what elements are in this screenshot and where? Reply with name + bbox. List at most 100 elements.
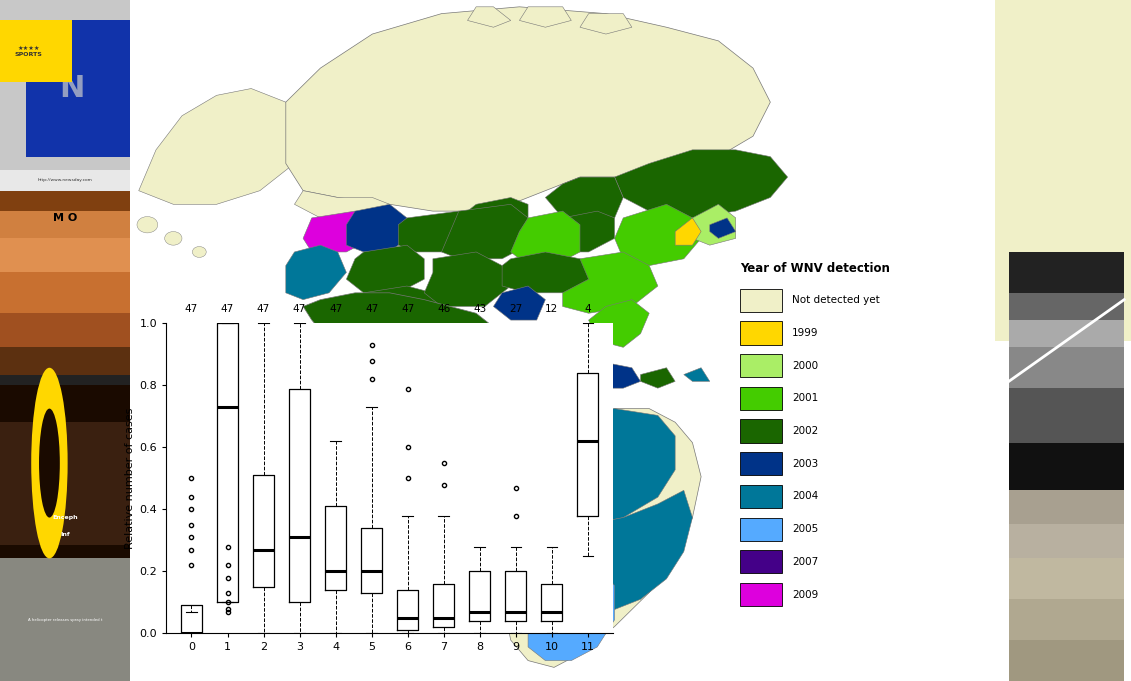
FancyBboxPatch shape (0, 20, 71, 82)
Polygon shape (493, 395, 511, 409)
Polygon shape (303, 211, 372, 252)
Text: 4: 4 (585, 304, 592, 314)
Bar (0, 238, 130, 272)
Text: 1999: 1999 (792, 328, 819, 338)
Polygon shape (493, 443, 537, 470)
Bar (0, 422, 130, 545)
Bar (740, 583, 782, 606)
Bar (1009, 599, 1124, 640)
Polygon shape (710, 218, 735, 238)
Bar (1009, 443, 1124, 490)
Bar (26, 20, 130, 157)
Bar (740, 550, 782, 573)
Text: 47: 47 (293, 304, 307, 314)
Polygon shape (441, 204, 528, 259)
Text: 2001: 2001 (792, 394, 818, 403)
Polygon shape (580, 14, 632, 34)
Polygon shape (528, 565, 614, 661)
Polygon shape (346, 204, 407, 252)
Polygon shape (519, 7, 571, 27)
Bar (1009, 388, 1124, 443)
Polygon shape (545, 177, 623, 225)
Bar (740, 518, 782, 541)
Text: 2002: 2002 (792, 426, 818, 436)
Circle shape (192, 247, 206, 257)
Bar (0, 191, 130, 211)
Polygon shape (562, 361, 640, 388)
Bar (1009, 347, 1124, 388)
Polygon shape (303, 293, 511, 409)
Bar (740, 354, 782, 377)
Bar (1009, 640, 1124, 681)
Polygon shape (640, 368, 675, 388)
Text: ★★★★
SPORTS: ★★★★ SPORTS (15, 46, 43, 57)
Text: 2004: 2004 (792, 492, 818, 501)
Polygon shape (562, 252, 658, 313)
Text: 2000: 2000 (792, 361, 818, 370)
Bar (1009, 490, 1124, 681)
Polygon shape (398, 211, 476, 252)
Polygon shape (588, 300, 649, 347)
Bar (0, 191, 130, 375)
Bar (0, 170, 130, 191)
Text: A helicopter releases spray intended t: A helicopter releases spray intended t (28, 618, 102, 622)
Polygon shape (467, 7, 511, 27)
Text: 2007: 2007 (792, 557, 818, 567)
Polygon shape (467, 197, 528, 232)
Text: Enceph: Enceph (52, 515, 78, 520)
Polygon shape (459, 402, 502, 429)
Text: 47: 47 (221, 304, 234, 314)
Text: Year of WNV detection: Year of WNV detection (740, 262, 890, 275)
Polygon shape (346, 286, 441, 340)
Polygon shape (424, 252, 511, 306)
Polygon shape (286, 7, 770, 211)
Polygon shape (493, 286, 545, 320)
Bar (740, 419, 782, 443)
Bar (740, 387, 782, 410)
Bar (0, 558, 130, 681)
Circle shape (165, 232, 182, 245)
Bar (740, 485, 782, 508)
Bar (1009, 293, 1124, 320)
Text: 46: 46 (437, 304, 450, 314)
Bar (1009, 524, 1124, 558)
Polygon shape (346, 245, 424, 293)
Text: M O: M O (53, 213, 77, 223)
Polygon shape (502, 252, 588, 293)
Polygon shape (286, 245, 346, 300)
Text: 27: 27 (509, 304, 523, 314)
Circle shape (137, 217, 157, 233)
Text: 2009: 2009 (792, 590, 818, 599)
Bar (995, 0, 1131, 340)
Polygon shape (294, 191, 389, 225)
Polygon shape (684, 368, 710, 381)
Text: 43: 43 (473, 304, 486, 314)
Polygon shape (614, 150, 787, 218)
Polygon shape (537, 490, 692, 613)
Polygon shape (675, 218, 701, 245)
Bar (0, 375, 130, 385)
Polygon shape (511, 211, 580, 266)
Text: 47: 47 (402, 304, 414, 314)
Polygon shape (502, 409, 701, 667)
Polygon shape (545, 211, 614, 252)
Bar (0, 211, 130, 238)
Text: 47: 47 (329, 304, 343, 314)
Polygon shape (692, 204, 735, 245)
Bar (1009, 252, 1124, 490)
Bar (1009, 320, 1124, 347)
Bar (0, 313, 130, 347)
Bar (1009, 558, 1124, 599)
Text: Not detected yet: Not detected yet (792, 296, 880, 305)
Bar (0, 347, 130, 375)
Text: http://www.newsday.com: http://www.newsday.com (37, 178, 93, 183)
Bar (1009, 252, 1124, 293)
Polygon shape (511, 463, 554, 490)
Text: N: N (59, 74, 84, 103)
Bar (0, 0, 130, 170)
Bar (1009, 490, 1124, 524)
Circle shape (32, 368, 68, 558)
Y-axis label: Relative number of cases: Relative number of cases (126, 408, 136, 549)
Circle shape (38, 409, 60, 518)
Bar (0, 385, 130, 558)
